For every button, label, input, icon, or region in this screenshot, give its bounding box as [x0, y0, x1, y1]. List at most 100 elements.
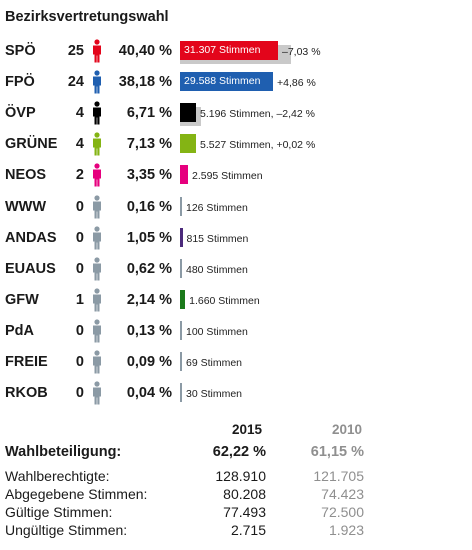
person-icon: [90, 132, 104, 156]
seat-count: 0: [75, 260, 84, 277]
vote-bar-label: 480 Stimmen: [186, 263, 248, 276]
seat-count: 0: [75, 385, 84, 402]
vote-bar: [180, 196, 182, 216]
party-row: FREIE 0 0,09 % 69 Stimmen: [0, 347, 472, 378]
party-name: RKOB: [5, 385, 48, 402]
seat-count: 2: [75, 167, 84, 184]
party-name: WWW: [5, 198, 47, 215]
party-row: EUAUS 0 0,62 % 480 Stimmen: [0, 254, 472, 285]
party-name: FPÖ: [5, 74, 35, 91]
stat-value-2010: 121.705: [313, 468, 364, 484]
person-icon: [90, 194, 104, 219]
party-name: SPÖ: [5, 43, 36, 59]
party-name: GFW: [5, 291, 39, 308]
vote-percent: 40,40 %: [118, 43, 172, 59]
vote-bar: [180, 352, 182, 371]
party-row: NEOS 2 3,35 % 2.595 Stimmen: [0, 160, 472, 191]
vote-bar: [180, 165, 188, 185]
party-row: PdA 0 0,13 % 100 Stimmen: [0, 316, 472, 347]
stat-label: Abgegebene Stimmen:: [5, 486, 148, 502]
person-icon: [90, 39, 104, 63]
person-icon: [90, 257, 104, 281]
turnout-label: Wahlbeteiligung:: [5, 444, 122, 460]
party-row: GFW 1 2,14 % 1.660 Stimmen: [0, 285, 472, 316]
person-icon: [90, 163, 104, 187]
stat-value-2015: 80.208: [223, 486, 266, 502]
vote-bar-label: 29.588 Stimmen: [184, 75, 261, 88]
party-row: WWW 0 0,16 % 126 Stimmen: [0, 192, 472, 223]
seat-count: 0: [75, 322, 84, 339]
person-icon: [90, 350, 104, 374]
vote-bar-label: 69 Stimmen: [186, 357, 243, 369]
vote-percent: 0,09 %: [126, 354, 172, 370]
person-icon: [90, 225, 104, 250]
seat-count: 25: [67, 43, 84, 59]
party-row: RKOB 0 0,04 % 30 Stimmen: [0, 378, 472, 409]
turnout-2015: 62,22 %: [212, 444, 266, 460]
party-name: GRÜNE: [5, 136, 58, 153]
stat-label: Ungültige Stimmen:: [5, 522, 128, 538]
vote-bar: [180, 320, 182, 340]
seat-count: 1: [75, 291, 84, 308]
stat-value-2015: 128.910: [215, 468, 266, 484]
vote-change: +4,86 %: [277, 77, 316, 90]
party-row: GRÜNE 4 7,13 % 5.527 Stimmen, +0,02 %: [0, 129, 472, 160]
chart-title: Bezirksvertretungswahl: [5, 9, 169, 25]
party-row: ÖVP 4 6,71 % 5.196 Stimmen, –2,42 %: [0, 98, 472, 129]
party-row: ANDAS 0 1,05 % 815 Stimmen: [0, 223, 472, 254]
stat-value-2010: 1.923: [328, 522, 364, 538]
stat-value-2010: 74.423: [321, 486, 364, 502]
vote-bar-label: 815 Stimmen: [186, 232, 249, 245]
vote-bar-label: 31.307 Stimmen: [184, 44, 261, 56]
stat-label: Gültige Stimmen:: [5, 504, 113, 520]
vote-bar-label: 30 Stimmen: [186, 388, 243, 401]
party-name: ANDAS: [5, 229, 57, 246]
vote-bar-label: 1.660 Stimmen: [189, 294, 260, 307]
stat-value-2010: 72.500: [321, 504, 364, 520]
person-icon: [90, 70, 104, 94]
party-row: SPÖ 25 40,40 % 31.307 Stimmen –7,03 %: [0, 36, 472, 67]
year-current: 2015: [232, 422, 263, 437]
person-icon: [90, 101, 104, 125]
vote-bar-label: 2.595 Stimmen: [191, 170, 263, 183]
stat-value-2015: 2.715: [230, 522, 266, 538]
vote-bar: [180, 103, 196, 123]
vote-bar-label: 5.196 Stimmen, –2,42 %: [200, 108, 315, 121]
vote-percent: 1,05 %: [126, 229, 172, 246]
party-name: EUAUS: [5, 260, 56, 277]
party-row: FPÖ 24 38,18 % 29.588 Stimmen +4,86 %: [0, 67, 472, 98]
vote-bar: [180, 383, 182, 403]
seat-count: 0: [75, 198, 84, 215]
vote-percent: 6,71 %: [126, 105, 172, 122]
vote-bar-label: 5.527 Stimmen, +0,02 %: [200, 139, 316, 152]
seat-count: 4: [75, 105, 84, 122]
vote-bar-label: 100 Stimmen: [186, 325, 248, 338]
vote-bar-label: 126 Stimmen: [186, 201, 248, 214]
vote-bar: [180, 258, 182, 278]
vote-percent: 0,16 %: [126, 198, 172, 215]
vote-bar: [180, 227, 183, 247]
person-icon: [90, 381, 104, 405]
vote-percent: 0,13 %: [126, 322, 172, 339]
vote-bar: [180, 41, 278, 60]
vote-bar: [180, 134, 196, 154]
seat-count: 0: [75, 354, 84, 370]
vote-percent: 7,13 %: [126, 136, 172, 153]
party-name: ÖVP: [5, 105, 36, 122]
seat-count: 0: [75, 229, 84, 246]
party-name: FREIE: [5, 354, 48, 370]
turnout-2010: 61,15 %: [310, 444, 364, 460]
stat-value-2015: 77.493: [223, 504, 266, 520]
vote-percent: 38,18 %: [118, 74, 172, 91]
vote-percent: 0,62 %: [126, 260, 172, 277]
vote-change: –7,03 %: [282, 46, 321, 58]
vote-percent: 3,35 %: [126, 167, 172, 184]
seat-count: 4: [75, 136, 84, 153]
person-icon: [90, 319, 104, 343]
vote-percent: 0,04 %: [126, 385, 172, 402]
vote-percent: 2,14 %: [126, 291, 172, 308]
person-icon: [90, 288, 104, 312]
year-previous: 2010: [332, 422, 363, 437]
seat-count: 24: [67, 74, 84, 91]
stat-label: Wahlberechtigte:: [5, 468, 110, 484]
